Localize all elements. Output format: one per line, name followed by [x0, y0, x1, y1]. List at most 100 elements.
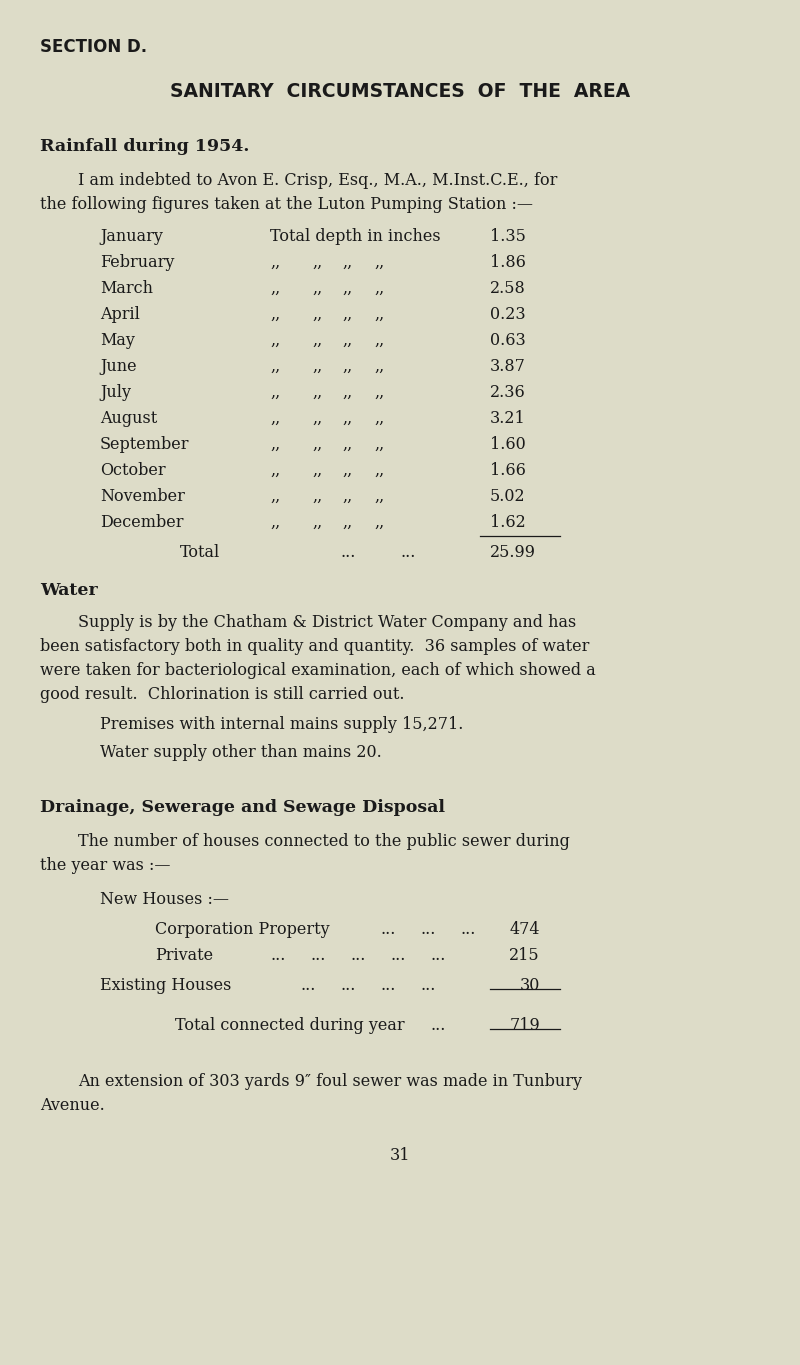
- Text: ,,: ,,: [312, 306, 322, 324]
- Text: May: May: [100, 332, 135, 349]
- Text: Drainage, Sewerage and Sewage Disposal: Drainage, Sewerage and Sewage Disposal: [40, 799, 445, 816]
- Text: ,,: ,,: [342, 384, 352, 401]
- Text: Rainfall during 1954.: Rainfall during 1954.: [40, 138, 250, 156]
- Text: ,,: ,,: [312, 410, 322, 427]
- Text: ,,: ,,: [270, 384, 280, 401]
- Text: An extension of 303 yards 9″ foul sewer was made in Tunbury: An extension of 303 yards 9″ foul sewer …: [78, 1073, 582, 1091]
- Text: ,,: ,,: [374, 306, 384, 324]
- Text: Total depth in inches: Total depth in inches: [270, 228, 441, 244]
- Text: ...: ...: [430, 947, 446, 964]
- Text: 31: 31: [390, 1147, 410, 1164]
- Text: 1.35: 1.35: [490, 228, 526, 244]
- Text: ,,: ,,: [270, 489, 280, 505]
- Text: the year was :—: the year was :—: [40, 857, 170, 874]
- Text: ...: ...: [270, 947, 286, 964]
- Text: 2.58: 2.58: [490, 280, 526, 298]
- Text: 30: 30: [520, 977, 540, 994]
- Text: ,,: ,,: [312, 489, 322, 505]
- Text: April: April: [100, 306, 140, 324]
- Text: 215: 215: [510, 947, 540, 964]
- Text: Water: Water: [40, 581, 98, 599]
- Text: ,,: ,,: [374, 515, 384, 531]
- Text: Total: Total: [180, 545, 220, 561]
- Text: ...: ...: [390, 947, 406, 964]
- Text: ,,: ,,: [374, 254, 384, 272]
- Text: ...: ...: [310, 947, 326, 964]
- Text: SECTION D.: SECTION D.: [40, 38, 147, 56]
- Text: 719: 719: [510, 1017, 540, 1035]
- Text: 1.86: 1.86: [490, 254, 526, 272]
- Text: ,,: ,,: [270, 306, 280, 324]
- Text: March: March: [100, 280, 153, 298]
- Text: were taken for bacteriological examination, each of which showed a: were taken for bacteriological examinati…: [40, 662, 596, 678]
- Text: ,,: ,,: [312, 515, 322, 531]
- Text: ,,: ,,: [312, 332, 322, 349]
- Text: SANITARY  CIRCUMSTANCES  OF  THE  AREA: SANITARY CIRCUMSTANCES OF THE AREA: [170, 82, 630, 101]
- Text: I am indebted to Avon E. Crisp, Esq., M.A., M.Inst.C.E., for: I am indebted to Avon E. Crisp, Esq., M.…: [78, 172, 558, 188]
- Text: 2.36: 2.36: [490, 384, 526, 401]
- Text: ,,: ,,: [270, 280, 280, 298]
- Text: ,,: ,,: [374, 410, 384, 427]
- Text: ...: ...: [340, 977, 355, 994]
- Text: ...: ...: [460, 921, 475, 938]
- Text: ...: ...: [420, 921, 435, 938]
- Text: ,,: ,,: [270, 515, 280, 531]
- Text: January: January: [100, 228, 163, 244]
- Text: ,,: ,,: [270, 358, 280, 375]
- Text: the following figures taken at the Luton Pumping Station :—: the following figures taken at the Luton…: [40, 197, 533, 213]
- Text: 0.63: 0.63: [490, 332, 526, 349]
- Text: August: August: [100, 410, 158, 427]
- Text: Corporation Property: Corporation Property: [155, 921, 330, 938]
- Text: 25.99: 25.99: [490, 545, 536, 561]
- Text: ,,: ,,: [270, 254, 280, 272]
- Text: 5.02: 5.02: [490, 489, 526, 505]
- Text: Private: Private: [155, 947, 213, 964]
- Text: ,,: ,,: [342, 515, 352, 531]
- Text: ,,: ,,: [312, 358, 322, 375]
- Text: ...: ...: [420, 977, 435, 994]
- Text: ...: ...: [430, 1017, 446, 1035]
- Text: September: September: [100, 435, 190, 453]
- Text: Premises with internal mains supply 15,271.: Premises with internal mains supply 15,2…: [100, 717, 463, 733]
- Text: ...: ...: [380, 921, 395, 938]
- Text: Supply is by the Chatham & District Water Company and has: Supply is by the Chatham & District Wate…: [78, 614, 576, 631]
- Text: November: November: [100, 489, 185, 505]
- Text: June: June: [100, 358, 137, 375]
- Text: ,,: ,,: [342, 332, 352, 349]
- Text: ,,: ,,: [374, 489, 384, 505]
- Text: ,,: ,,: [270, 410, 280, 427]
- Text: ,,: ,,: [342, 410, 352, 427]
- Text: 3.87: 3.87: [490, 358, 526, 375]
- Text: July: July: [100, 384, 131, 401]
- Text: ,,: ,,: [342, 306, 352, 324]
- Text: 3.21: 3.21: [490, 410, 526, 427]
- Text: ,,: ,,: [312, 254, 322, 272]
- Text: 0.23: 0.23: [490, 306, 526, 324]
- Text: ...: ...: [350, 947, 366, 964]
- Text: been satisfactory both in quality and quantity.  36 samples of water: been satisfactory both in quality and qu…: [40, 637, 590, 655]
- Text: ...: ...: [400, 545, 415, 561]
- Text: Avenue.: Avenue.: [40, 1097, 105, 1114]
- Text: October: October: [100, 461, 166, 479]
- Text: good result.  Chlorination is still carried out.: good result. Chlorination is still carri…: [40, 687, 405, 703]
- Text: 1.62: 1.62: [490, 515, 526, 531]
- Text: ,,: ,,: [312, 461, 322, 479]
- Text: ...: ...: [300, 977, 315, 994]
- Text: December: December: [100, 515, 183, 531]
- Text: ,,: ,,: [312, 435, 322, 453]
- Text: ,,: ,,: [374, 280, 384, 298]
- Text: The number of houses connected to the public sewer during: The number of houses connected to the pu…: [78, 833, 570, 850]
- Text: New Houses :—: New Houses :—: [100, 891, 229, 908]
- Text: ,,: ,,: [374, 358, 384, 375]
- Text: ,,: ,,: [342, 280, 352, 298]
- Text: February: February: [100, 254, 174, 272]
- Text: ,,: ,,: [312, 384, 322, 401]
- Text: ,,: ,,: [342, 358, 352, 375]
- Text: ,,: ,,: [270, 332, 280, 349]
- Text: 1.60: 1.60: [490, 435, 526, 453]
- Text: Existing Houses: Existing Houses: [100, 977, 231, 994]
- Text: Total connected during year: Total connected during year: [175, 1017, 405, 1035]
- Text: ,,: ,,: [374, 332, 384, 349]
- Text: 474: 474: [510, 921, 540, 938]
- Text: ,,: ,,: [374, 435, 384, 453]
